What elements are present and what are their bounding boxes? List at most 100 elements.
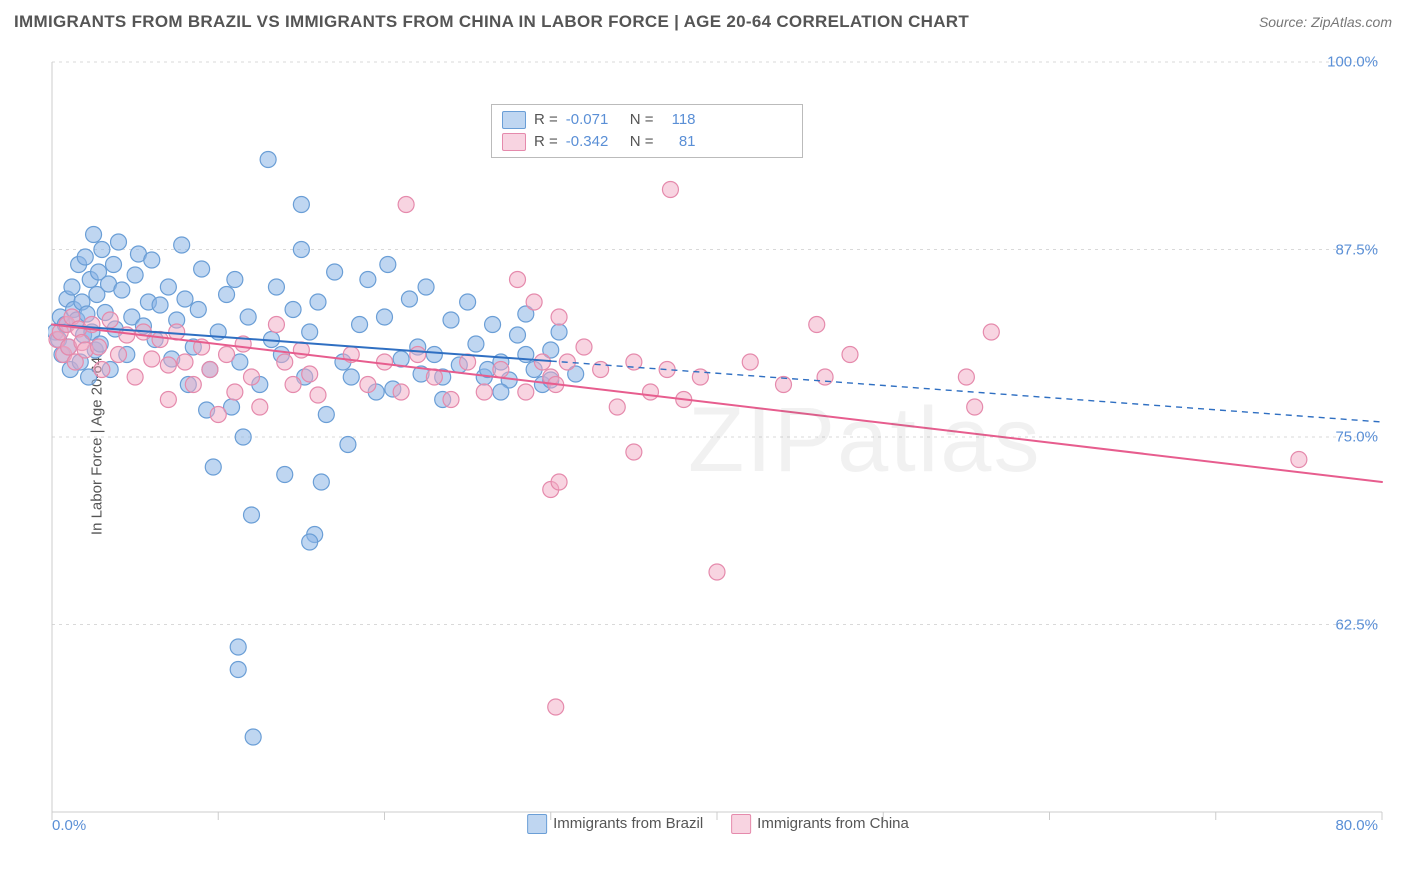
scatter-point (510, 327, 526, 343)
scatter-point (393, 384, 409, 400)
scatter-chart-svg (48, 48, 1388, 838)
chart-container: IMMIGRANTS FROM BRAZIL VS IMMIGRANTS FRO… (0, 0, 1406, 892)
scatter-point (260, 152, 276, 168)
scatter-point (111, 234, 127, 250)
scatter-point (377, 309, 393, 325)
plot-area: ZIPatlas ZIPatlas 62.5%75.0%87.5%100.0% … (48, 48, 1388, 838)
scatter-point (817, 369, 833, 385)
regression-line (52, 325, 1382, 483)
scatter-point (313, 474, 329, 490)
scatter-point (460, 294, 476, 310)
scatter-point (318, 407, 334, 423)
scatter-point (152, 332, 168, 348)
scatter-point (709, 564, 725, 580)
scatter-point (77, 249, 93, 265)
scatter-point (1291, 452, 1307, 468)
scatter-point (285, 377, 301, 393)
scatter-point (310, 387, 326, 403)
source-label: Source: ZipAtlas.com (1259, 14, 1392, 30)
r-value: -0.071 (566, 109, 622, 131)
scatter-point (518, 384, 534, 400)
scatter-point (643, 384, 659, 400)
scatter-point (219, 287, 235, 303)
legend-item: Immigrants from Brazil (527, 814, 703, 834)
scatter-point (410, 347, 426, 363)
scatter-point (742, 354, 758, 370)
scatter-point (310, 294, 326, 310)
scatter-point (352, 317, 368, 333)
scatter-point (277, 354, 293, 370)
scatter-point (152, 297, 168, 313)
scatter-point (493, 362, 509, 378)
scatter-point (343, 369, 359, 385)
scatter-point (380, 257, 396, 273)
scatter-point (401, 291, 417, 307)
scatter-point (106, 257, 122, 273)
scatter-point (302, 534, 318, 550)
bottom-legend: Immigrants from Brazil Immigrants from Ch… (527, 814, 909, 834)
scatter-point (327, 264, 343, 280)
scatter-point (302, 366, 318, 382)
scatter-point (534, 354, 550, 370)
scatter-point (293, 197, 309, 213)
scatter-point (626, 444, 642, 460)
r-label: R = (534, 131, 558, 153)
r-value: -0.342 (566, 131, 622, 153)
n-value: 118 (662, 109, 696, 131)
scatter-point (127, 369, 143, 385)
scatter-point (377, 354, 393, 370)
scatter-point (230, 662, 246, 678)
scatter-point (102, 312, 118, 328)
scatter-point (293, 242, 309, 258)
scatter-point (64, 279, 80, 295)
scatter-point (174, 237, 190, 253)
scatter-point (160, 279, 176, 295)
scatter-point (94, 242, 110, 258)
scatter-point (268, 279, 284, 295)
n-label: N = (630, 131, 654, 153)
scatter-point (340, 437, 356, 453)
scatter-point (244, 507, 260, 523)
scatter-point (983, 324, 999, 340)
scatter-point (285, 302, 301, 318)
scatter-point (86, 227, 102, 243)
chart-title: IMMIGRANTS FROM BRAZIL VS IMMIGRANTS FRO… (14, 12, 969, 32)
scatter-point (194, 261, 210, 277)
scatter-point (360, 377, 376, 393)
scatter-point (219, 347, 235, 363)
correlation-legend-row: R = -0.342 N = 81 (502, 131, 792, 153)
scatter-point (268, 317, 284, 333)
scatter-point (205, 459, 221, 475)
scatter-point (485, 317, 501, 333)
n-label: N = (630, 109, 654, 131)
scatter-point (443, 392, 459, 408)
legend-swatch (527, 814, 547, 834)
scatter-point (230, 639, 246, 655)
scatter-point (94, 362, 110, 378)
scatter-point (227, 272, 243, 288)
scatter-point (252, 399, 268, 415)
n-value: 81 (662, 131, 696, 153)
scatter-point (551, 309, 567, 325)
scatter-point (360, 272, 376, 288)
scatter-point (185, 377, 201, 393)
x-axis-min-label: 0.0% (52, 817, 86, 834)
scatter-point (202, 362, 218, 378)
scatter-point (111, 347, 127, 363)
scatter-point (609, 399, 625, 415)
scatter-point (245, 729, 261, 745)
scatter-point (227, 384, 243, 400)
scatter-point (240, 309, 256, 325)
scatter-point (418, 279, 434, 295)
legend-item: Immigrants from China (731, 814, 909, 834)
scatter-point (210, 407, 226, 423)
legend-swatch (731, 814, 751, 834)
legend-label: Immigrants from Brazil (553, 815, 703, 832)
scatter-point (776, 377, 792, 393)
y-tick-label: 87.5% (1335, 241, 1378, 258)
scatter-point (277, 467, 293, 483)
scatter-point (493, 384, 509, 400)
scatter-point (177, 291, 193, 307)
scatter-point (958, 369, 974, 385)
scatter-point (302, 324, 318, 340)
